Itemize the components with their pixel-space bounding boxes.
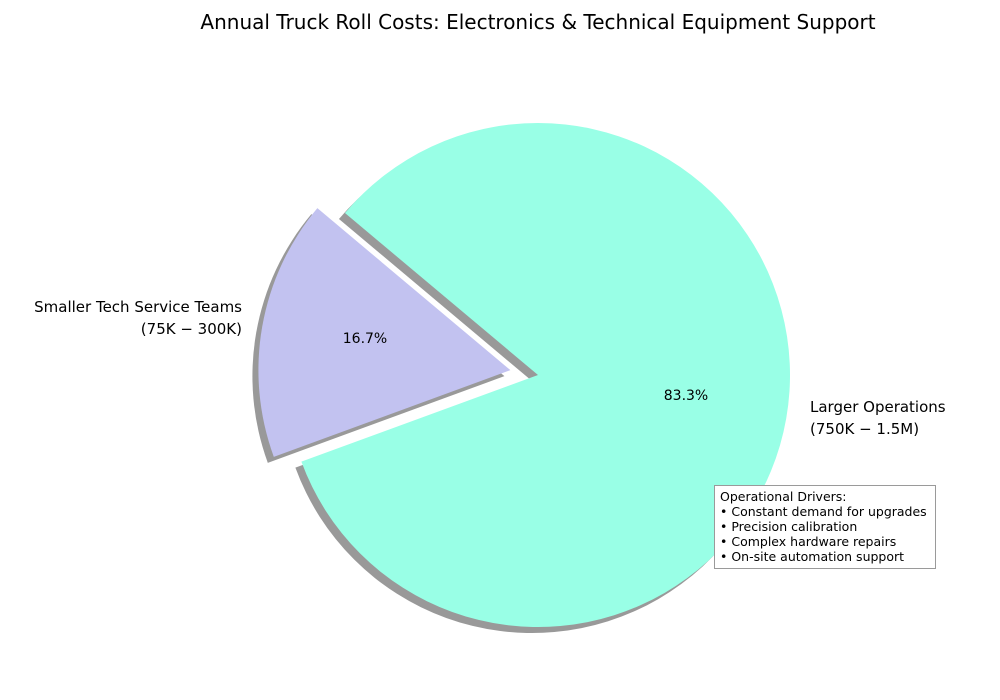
chart-title: Annual Truck Roll Costs: Electronics & T… [200,10,876,34]
annotation-item: • Complex hardware repairs [720,534,897,549]
percent-label-smaller: 16.7% [342,331,388,347]
slice-label-larger: Larger Operations (750K − 1.5M) [810,396,946,440]
pie-slice-larger [301,123,791,628]
percent-label-larger: 83.3% [663,388,709,404]
annotation-item: • Constant demand for upgrades [720,504,927,519]
annotation-box: Operational Drivers: • Constant demand f… [714,485,936,569]
slice-label-smaller-line1: Smaller Tech Service Teams [34,298,242,316]
annotation-item: • On-site automation support [720,549,905,564]
slice-label-larger-line1: Larger Operations [810,398,946,416]
slice-label-smaller-line2: (75K − 300K) [140,320,242,338]
slice-label-smaller: Smaller Tech Service Teams (75K − 300K) [34,296,242,340]
pie-slice-smaller [258,208,511,457]
pie-slices [258,123,791,628]
annotation-item: • Precision calibration [720,519,858,534]
slice-label-larger-line2: (750K − 1.5M) [810,420,920,438]
annotation-heading: Operational Drivers: [720,489,847,504]
